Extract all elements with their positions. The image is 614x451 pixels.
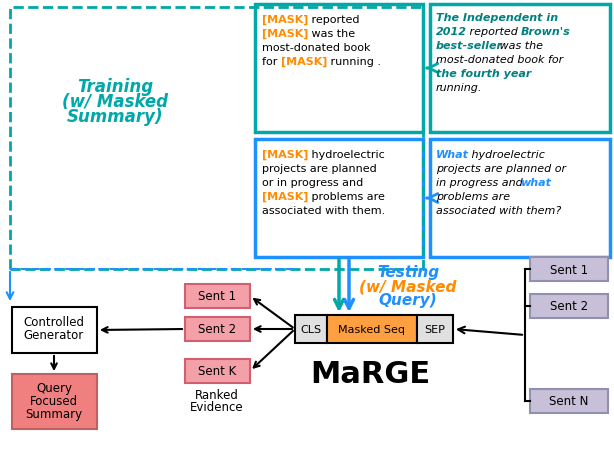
Text: the fourth year: the fourth year: [436, 69, 531, 79]
Text: reported: reported: [466, 27, 521, 37]
Text: What: What: [436, 150, 469, 160]
Text: projects are planned: projects are planned: [262, 164, 377, 174]
Text: [MASK]: [MASK]: [262, 29, 308, 39]
Text: Evidence: Evidence: [190, 400, 244, 413]
Text: hydroelectric: hydroelectric: [468, 150, 545, 160]
Text: SEP: SEP: [424, 324, 445, 334]
Bar: [430, 140, 610, 258]
Bar: [327, 315, 417, 343]
Text: Testing: Testing: [377, 264, 439, 279]
Text: Sent 2: Sent 2: [550, 300, 588, 313]
Bar: [530, 258, 608, 281]
Bar: [295, 315, 327, 343]
Text: Sent N: Sent N: [550, 395, 589, 408]
Bar: [12, 307, 97, 353]
Text: Sent 1: Sent 1: [550, 263, 588, 276]
Text: Focused: Focused: [30, 395, 78, 408]
Bar: [255, 140, 423, 258]
Bar: [255, 5, 423, 133]
Bar: [530, 295, 608, 318]
Text: in progress and: in progress and: [436, 178, 526, 188]
Text: or in progress and: or in progress and: [262, 178, 363, 188]
Text: Sent 1: Sent 1: [198, 290, 236, 303]
Bar: [185, 359, 250, 383]
Text: [MASK]: [MASK]: [281, 57, 327, 67]
Text: Sent 2: Sent 2: [198, 323, 236, 336]
Bar: [12, 374, 97, 429]
Text: [MASK]: [MASK]: [262, 192, 308, 202]
Text: most-donated book: most-donated book: [262, 43, 370, 53]
Bar: [185, 285, 250, 308]
Text: reported: reported: [308, 15, 360, 25]
Text: Sent K: Sent K: [198, 365, 236, 377]
Text: problems are: problems are: [308, 192, 385, 202]
Text: Generator: Generator: [24, 329, 84, 342]
Text: associated with them?: associated with them?: [436, 206, 561, 216]
Text: was the: was the: [308, 29, 355, 39]
Text: problems are: problems are: [436, 192, 510, 202]
Text: best-seller: best-seller: [436, 41, 503, 51]
Text: Summary: Summary: [25, 408, 82, 421]
Text: Query): Query): [379, 292, 437, 307]
Text: Masked Seq: Masked Seq: [338, 324, 405, 334]
Text: [MASK]: [MASK]: [262, 15, 308, 25]
Text: Brown's: Brown's: [521, 27, 571, 37]
Text: Summary): Summary): [67, 108, 163, 126]
Text: projects are planned or: projects are planned or: [436, 164, 566, 174]
Text: Training: Training: [77, 78, 153, 96]
Text: what: what: [520, 178, 551, 188]
Text: Query: Query: [36, 382, 72, 395]
Text: running .: running .: [327, 57, 381, 67]
Bar: [430, 5, 610, 133]
Text: MaRGE: MaRGE: [310, 359, 430, 388]
Text: The Independent in: The Independent in: [436, 13, 558, 23]
Text: Ranked: Ranked: [195, 388, 239, 401]
Text: associated with them.: associated with them.: [262, 206, 385, 216]
Text: (w/ Masked: (w/ Masked: [62, 93, 168, 111]
Text: (w/ Masked: (w/ Masked: [359, 278, 457, 293]
Text: CLS: CLS: [300, 324, 322, 334]
Text: was the: was the: [496, 41, 543, 51]
Text: 2012: 2012: [436, 27, 467, 37]
Bar: [530, 389, 608, 413]
Text: most-donated book for: most-donated book for: [436, 55, 563, 65]
Bar: [417, 315, 453, 343]
Text: running.: running.: [436, 83, 483, 93]
Text: Controlled: Controlled: [23, 315, 85, 328]
Text: hydroelectric: hydroelectric: [308, 150, 385, 160]
Bar: [185, 318, 250, 341]
Text: [MASK]: [MASK]: [262, 150, 308, 160]
Text: for: for: [262, 57, 281, 67]
Bar: [10, 8, 423, 269]
